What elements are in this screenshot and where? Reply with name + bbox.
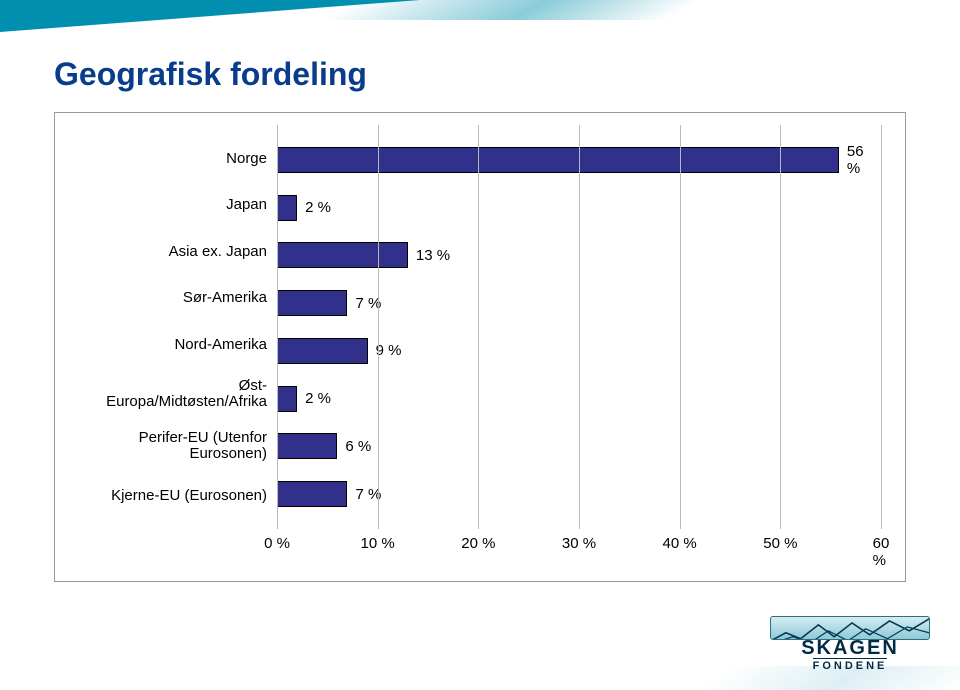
bar-value-label: 13 % — [416, 247, 450, 264]
brand-logo: SKAGEN FONDENE — [770, 616, 930, 672]
logo-mark-icon — [770, 616, 930, 640]
bar — [277, 386, 297, 412]
slide: Geografisk fordeling Norge Japan Asia ex. … — [0, 0, 960, 690]
grid-line — [579, 125, 580, 529]
x-tick-label: 0 % — [264, 535, 290, 552]
grid-line — [478, 125, 479, 529]
category-label: Nord-Amerika — [67, 332, 277, 358]
bar — [277, 433, 337, 459]
category-label: Japan — [67, 192, 277, 218]
bar — [277, 195, 297, 221]
bar — [277, 481, 347, 507]
chart-frame: Norge Japan Asia ex. Japan Sør-Amerika Nord-… — [54, 112, 906, 582]
bar — [277, 242, 408, 268]
page-title: Geografisk fordeling — [54, 56, 367, 93]
bar — [277, 338, 368, 364]
x-axis: 0 %10 %20 %30 %40 %50 %60 % — [277, 529, 881, 569]
grid-line — [277, 125, 278, 529]
bar-value-label: 2 % — [305, 390, 331, 407]
logo-text: SKAGEN FONDENE — [770, 638, 930, 672]
category-label: Asia ex. Japan — [67, 239, 277, 265]
bar-value-label: 2 % — [305, 199, 331, 216]
logo-subtitle: FONDENE — [813, 658, 888, 672]
grid-line — [881, 125, 882, 529]
grid-line — [780, 125, 781, 529]
bar — [277, 290, 347, 316]
bar-value-label: 56 % — [847, 143, 881, 177]
x-tick-label: 60 % — [873, 535, 890, 569]
category-label: Kjerne-EU (Eurosonen) — [67, 482, 277, 508]
category-label: Perifer-EU (UtenforEurosonen) — [67, 430, 277, 462]
x-tick-label: 30 % — [562, 535, 596, 552]
plot-area: 56 %2 %13 %7 %9 %2 %6 %7 % — [277, 125, 881, 529]
x-tick-label: 40 % — [663, 535, 697, 552]
chart-inner: Norge Japan Asia ex. Japan Sør-Amerika Nord-… — [67, 125, 893, 569]
category-label: Øst-Europa/Midtøsten/Afrika — [67, 378, 277, 410]
grid-line — [378, 125, 379, 529]
category-labels: Norge Japan Asia ex. Japan Sør-Amerika Nord-… — [67, 125, 277, 529]
bar — [277, 147, 839, 173]
category-label: Norge — [67, 146, 277, 172]
x-tick-label: 10 % — [361, 535, 395, 552]
top-accent-triangle — [0, 0, 420, 32]
x-tick-label: 50 % — [763, 535, 797, 552]
category-label: Sør-Amerika — [67, 285, 277, 311]
bar-value-label: 9 % — [376, 342, 402, 359]
bar-value-label: 6 % — [345, 438, 371, 455]
grid-line — [680, 125, 681, 529]
x-tick-label: 20 % — [461, 535, 495, 552]
logo-word: SKAGEN — [801, 638, 899, 658]
